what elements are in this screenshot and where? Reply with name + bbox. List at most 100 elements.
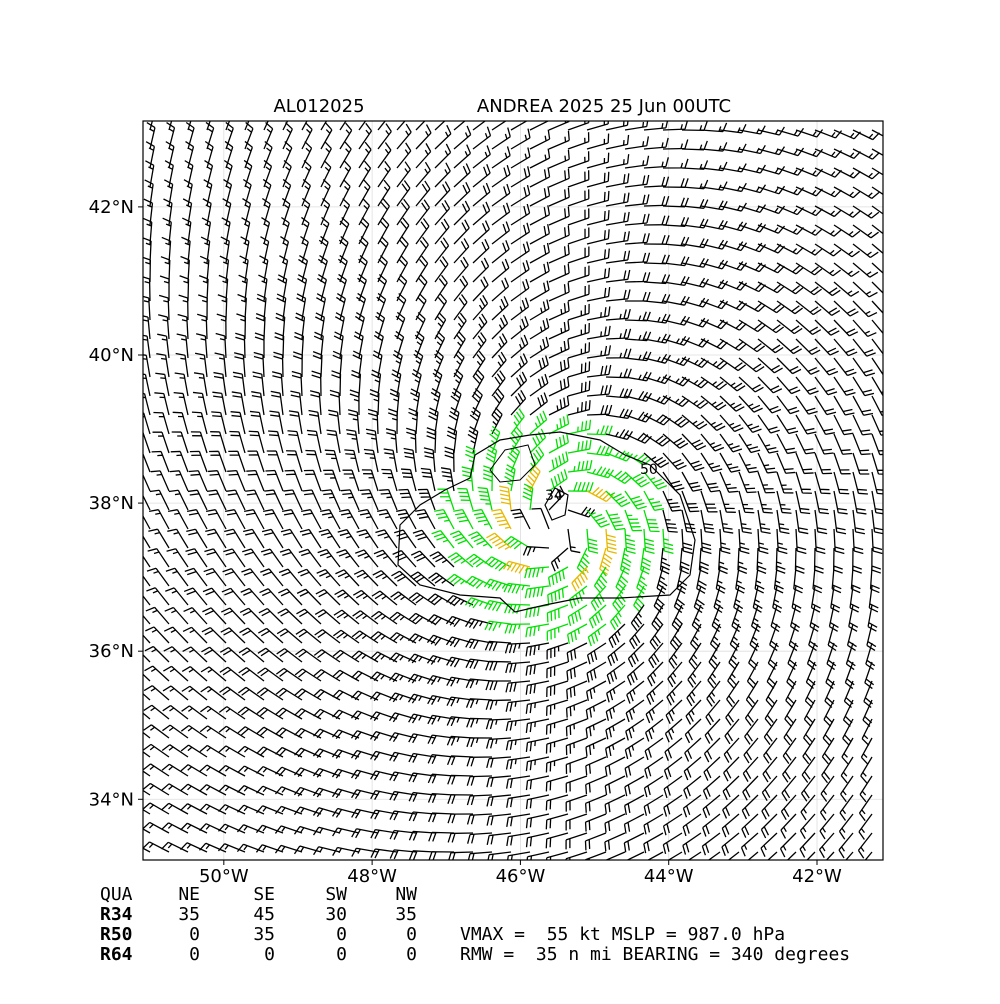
wind-barb bbox=[624, 121, 649, 131]
wind-barb bbox=[700, 471, 721, 493]
wind-barb bbox=[467, 832, 493, 844]
wind-barb bbox=[505, 775, 531, 789]
wind-barb bbox=[381, 468, 398, 492]
wind-barb bbox=[261, 217, 271, 245]
wind-barb bbox=[143, 782, 170, 796]
wind-barb bbox=[453, 219, 470, 245]
wind-barb bbox=[548, 469, 568, 492]
wind-barb bbox=[453, 312, 467, 340]
wind-barb bbox=[833, 186, 861, 199]
y-tick-label: 36°N bbox=[89, 641, 134, 662]
wind-barb bbox=[664, 718, 683, 743]
wind-barb bbox=[317, 254, 328, 283]
wind-barb bbox=[845, 851, 854, 860]
wind-barb bbox=[546, 642, 569, 660]
wind-barb bbox=[271, 371, 284, 397]
y-tick-label: 40°N bbox=[89, 345, 134, 366]
wind-barb bbox=[199, 842, 227, 853]
wind-barb bbox=[251, 391, 265, 416]
wind-barb bbox=[180, 744, 208, 758]
wind-barb bbox=[261, 528, 284, 549]
wind-barb bbox=[181, 666, 208, 682]
wind-barb bbox=[814, 300, 841, 316]
wind-barb bbox=[415, 143, 432, 169]
wind-barb bbox=[738, 414, 762, 433]
wind-barb bbox=[586, 642, 607, 665]
wind-barb bbox=[624, 528, 636, 554]
wind-barb bbox=[434, 508, 455, 530]
wind-barb bbox=[371, 590, 398, 606]
wind-barb bbox=[306, 429, 322, 454]
wind-barb bbox=[143, 535, 151, 549]
wind-barb bbox=[169, 470, 189, 492]
wind-barb bbox=[499, 485, 512, 511]
wind-barb bbox=[826, 642, 837, 671]
wind-barb bbox=[415, 218, 430, 245]
wind-barb bbox=[567, 265, 590, 283]
wind-barb bbox=[735, 566, 746, 594]
wind-barb bbox=[152, 431, 170, 454]
wind-barb bbox=[411, 369, 422, 397]
wind-barb bbox=[833, 338, 858, 357]
wind-barb bbox=[486, 832, 512, 845]
wind-barb bbox=[323, 469, 341, 492]
wind-barb bbox=[505, 756, 531, 770]
wind-barb bbox=[624, 331, 652, 342]
wind-barb bbox=[668, 642, 683, 669]
wind-barb bbox=[757, 300, 785, 314]
wind-barb bbox=[472, 121, 487, 131]
wind-barb bbox=[449, 530, 474, 549]
wind-barb bbox=[336, 293, 346, 321]
wind-barb bbox=[166, 121, 176, 150]
wind-barb bbox=[447, 774, 474, 785]
wind-barb bbox=[858, 794, 873, 822]
wind-barb bbox=[852, 452, 870, 475]
wind-barb bbox=[200, 686, 227, 701]
wind-barb bbox=[180, 803, 208, 815]
wind-barb bbox=[548, 414, 570, 435]
wind-barb bbox=[525, 623, 550, 638]
wind-barb bbox=[491, 240, 510, 264]
wind-barb bbox=[151, 450, 170, 473]
wind-barb bbox=[565, 794, 588, 812]
wind-barb bbox=[681, 140, 708, 151]
wind-barb bbox=[320, 509, 341, 530]
wind-barb bbox=[186, 509, 208, 530]
wind-barb bbox=[244, 509, 265, 530]
wind-barb bbox=[168, 489, 189, 511]
wind-barb bbox=[282, 178, 292, 207]
wind-barb bbox=[367, 408, 379, 435]
wind-barb bbox=[767, 851, 778, 860]
wind-barb bbox=[453, 121, 466, 131]
wind-barb bbox=[301, 141, 313, 169]
wind-barb bbox=[691, 604, 702, 633]
wind-barb bbox=[633, 585, 645, 613]
wind-barb bbox=[445, 636, 474, 648]
wind-barb bbox=[392, 549, 417, 568]
wind-barb bbox=[143, 770, 151, 777]
x-tick-label: 46°W bbox=[496, 866, 546, 887]
wind-barb bbox=[356, 292, 367, 321]
wind-barb bbox=[605, 348, 632, 359]
wind-barb bbox=[293, 767, 322, 777]
wind-barb bbox=[727, 851, 740, 860]
wind-barb bbox=[566, 661, 588, 681]
wind-barb bbox=[667, 851, 683, 860]
wind-barb bbox=[211, 411, 227, 435]
wind-barb bbox=[242, 198, 252, 226]
wind-barb bbox=[626, 680, 645, 704]
wind-barb bbox=[684, 737, 702, 762]
wind-barb bbox=[529, 355, 549, 378]
wind-barb bbox=[413, 349, 424, 378]
wind-barb bbox=[721, 813, 740, 838]
wind-barb bbox=[833, 452, 851, 475]
wind-barb bbox=[320, 122, 333, 150]
wind-barb bbox=[814, 281, 841, 297]
wind-barb bbox=[833, 300, 859, 317]
wind-barb bbox=[548, 339, 570, 359]
wind-barb bbox=[706, 680, 721, 707]
wind-barb bbox=[757, 319, 785, 334]
wind-barb bbox=[686, 680, 702, 707]
wind-barb bbox=[548, 451, 569, 473]
wind-barb bbox=[371, 369, 382, 397]
